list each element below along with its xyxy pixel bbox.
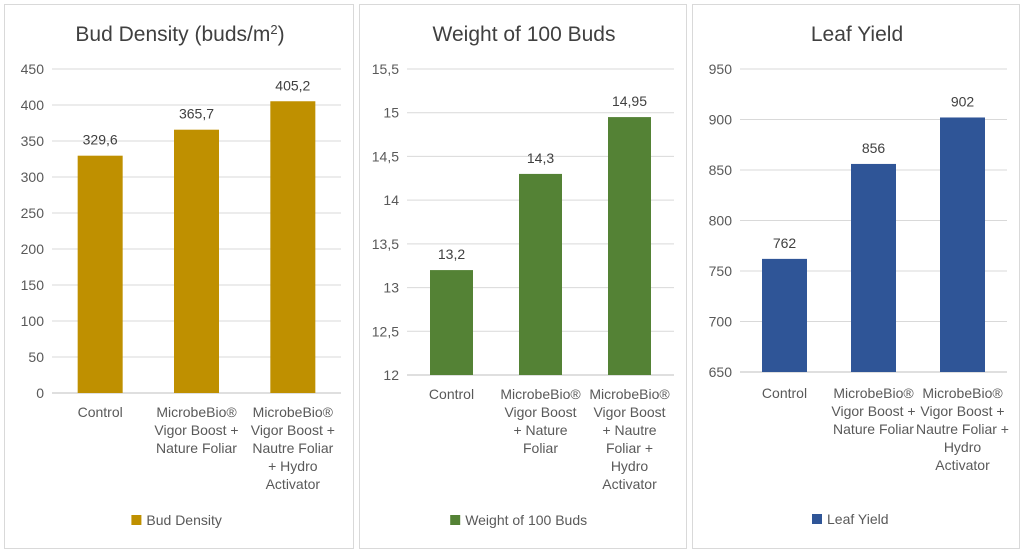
bud-density-bar [174, 129, 219, 394]
bud-weight-y-tick-label: 14,5 [372, 148, 399, 164]
bud-density-chart: Bud Density (buds/m2) 0 50 100 150 200 250 300 3… [21, 22, 341, 528]
leaf-yield-value-label: 762 [773, 235, 797, 251]
bud-weight-bar [430, 270, 473, 375]
leaf-yield-y-tick-label: 900 [709, 112, 733, 128]
leaf-yield-bar [851, 163, 896, 372]
leaf-yield-category-label: Control [762, 385, 807, 401]
leaf-yield-legend-swatch [812, 514, 822, 524]
leaf-yield-y-tick-label: 950 [709, 61, 733, 77]
bud-density-chart-title: Bud Density (buds/m2) [75, 22, 284, 47]
leaf-yield-bar [940, 117, 985, 372]
bud-density-category-label: MicrobeBio® Vigor Boost + Nature Foliar [154, 404, 238, 456]
bud-weight-y-tick-label: 12 [383, 367, 399, 383]
bud-density-y-tick-label: 0 [36, 385, 44, 401]
bud-density-legend-swatch [131, 515, 142, 525]
bud-density-y-tick-label: 300 [21, 169, 45, 185]
bud-density-chart-panel: Bud Density (buds/m2) 0 50 100 150 200 250 300 3… [4, 4, 354, 549]
leaf-yield-y-tick-label: 650 [709, 364, 733, 380]
leaf-yield-chart-panel: Leaf Yield 650 700 750 800 850 900 950 762 Contro… [692, 4, 1020, 549]
leaf-yield-category-label: MicrobeBio® Vigor Boost + Nautre Foliar + H… [916, 385, 1009, 473]
bud-density-y-tick-label: 450 [21, 61, 45, 77]
bud-weight-chart-title: Weight of 100 Buds [433, 23, 616, 46]
bud-weight-bar [608, 117, 651, 375]
bud-density-category-label: Control [78, 404, 123, 420]
bud-weight-chart-panel: Weight of 100 Buds 12 12,5 13 13,5 14 14,5 15 15… [359, 4, 687, 549]
bud-weight-bar [519, 173, 562, 375]
bud-weight-y-tick-label: 13 [383, 280, 399, 296]
bud-density-category-label: MicrobeBio® Vigor Boost + Nautre Foliar + H… [251, 404, 335, 492]
bud-density-y-tick-label: 100 [21, 313, 45, 329]
bud-density-value-label: 365,7 [179, 106, 214, 122]
bud-weight-value-label: 14,95 [612, 93, 647, 109]
bud-density-y-tick-label: 350 [21, 133, 45, 149]
bud-weight-category-label: MicrobeBio® Vigor Boost + Nautre Foliar + Hy… [589, 386, 670, 492]
bud-weight-category-label: Control [429, 386, 474, 402]
leaf-yield-legend-label: Leaf Yield [827, 511, 889, 527]
bud-density-y-tick-label: 200 [21, 241, 45, 257]
bud-density-y-tick-label: 400 [21, 97, 45, 113]
leaf-yield-value-label: 856 [862, 140, 886, 156]
leaf-yield-y-tick-label: 700 [709, 314, 733, 330]
bud-density-value-label: 405,2 [275, 77, 310, 93]
bud-weight-y-tick-label: 12,5 [372, 323, 399, 339]
bud-density-y-tick-label: 150 [21, 277, 45, 293]
bud-weight-value-label: 14,3 [527, 150, 554, 166]
bud-density-y-tick-label: 50 [28, 349, 44, 365]
bud-density-bar [270, 101, 316, 394]
leaf-yield-bar [762, 258, 807, 372]
bud-weight-legend-label: Weight of 100 Buds [465, 512, 587, 528]
bud-density-title-superscript: 2 [270, 22, 277, 37]
leaf-yield-y-tick-label: 800 [709, 213, 733, 229]
bud-weight-y-tick-label: 15 [383, 105, 399, 121]
bud-weight-y-tick-label: 13,5 [372, 236, 399, 252]
bud-weight-y-tick-label: 15,5 [372, 61, 399, 77]
bud-weight-value-label: 13,2 [438, 246, 465, 262]
bud-weight-y-tick-label: 14 [383, 192, 399, 208]
leaf-yield-y-tick-label: 850 [709, 162, 733, 178]
bud-weight-legend-swatch [450, 515, 461, 525]
leaf-yield-chart: Leaf Yield 650 700 750 800 850 900 950 762 Contro… [709, 23, 1009, 527]
leaf-yield-y-tick-label: 750 [709, 263, 733, 279]
leaf-yield-chart-title: Leaf Yield [811, 23, 903, 46]
leaf-yield-category-label: MicrobeBio® Vigor Boost + Nature Foliar [831, 385, 915, 437]
bud-density-legend-label: Bud Density [146, 512, 221, 528]
bud-density-title-suffix: ) [278, 23, 285, 46]
bud-density-value-label: 329,6 [83, 132, 118, 148]
bud-density-bar [77, 155, 123, 393]
leaf-yield-value-label: 902 [951, 93, 975, 109]
bud-density-y-tick-label: 250 [21, 205, 45, 221]
bud-weight-chart: Weight of 100 Buds 12 12,5 13 13,5 14 14,5 15 15… [372, 23, 674, 528]
bud-weight-category-label: MicrobeBio® Vigor Boost + Nature Foliar [500, 386, 581, 456]
